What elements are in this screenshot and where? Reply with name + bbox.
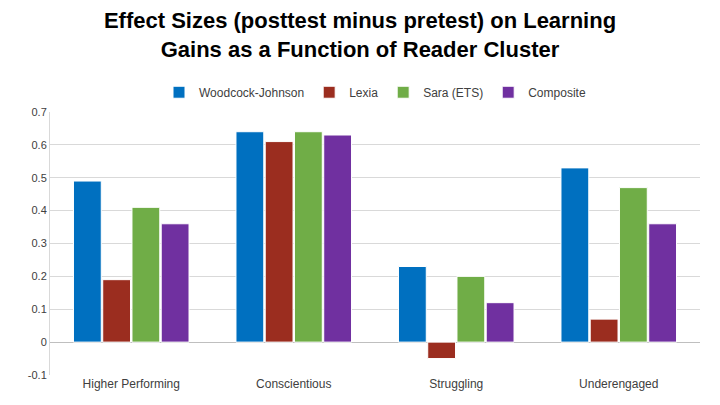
svg-text:Conscientious: Conscientious bbox=[256, 377, 331, 391]
svg-text:Lexia: Lexia bbox=[349, 86, 378, 100]
svg-text:Effect Sizes (posttest minus p: Effect Sizes (posttest minus pretest) on… bbox=[104, 8, 616, 62]
svg-text:Composite: Composite bbox=[528, 86, 586, 100]
svg-text:0.5: 0.5 bbox=[32, 172, 47, 184]
svg-text:0.7: 0.7 bbox=[32, 106, 47, 118]
svg-text:0.1: 0.1 bbox=[32, 303, 47, 315]
svg-text:Struggling: Struggling bbox=[429, 377, 483, 391]
svg-text:0.4: 0.4 bbox=[32, 204, 47, 216]
svg-text:Higher Performing: Higher Performing bbox=[83, 377, 180, 391]
svg-text:0.6: 0.6 bbox=[32, 139, 47, 151]
svg-text:-0.1: -0.1 bbox=[28, 369, 47, 381]
svg-text:0.2: 0.2 bbox=[32, 270, 47, 282]
svg-text:Sara (ETS): Sara (ETS) bbox=[423, 86, 483, 100]
svg-text:Underengaged: Underengaged bbox=[579, 377, 658, 391]
svg-text:Woodcock-Johnson: Woodcock-Johnson bbox=[199, 86, 304, 100]
svg-text:0: 0 bbox=[41, 336, 47, 348]
svg-text:0.3: 0.3 bbox=[32, 237, 47, 249]
